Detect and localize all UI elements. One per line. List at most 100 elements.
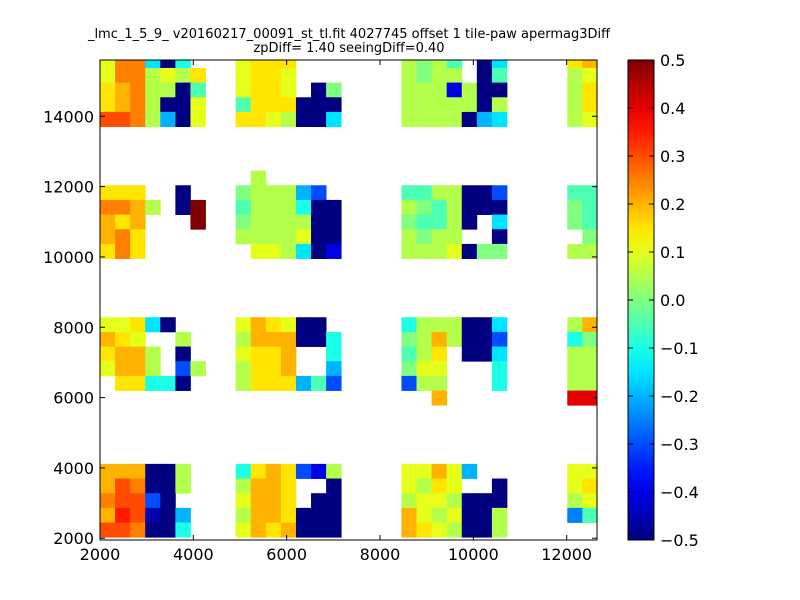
heatmap-cell-r7-c20: [401, 199, 417, 215]
heatmap-cell-r0-c2: [130, 60, 146, 69]
heatmap-cell-r6-c26: [491, 185, 508, 201]
heatmap-cell-r13-c22: [431, 346, 448, 362]
heatmap-cell-r12-c12: [280, 331, 297, 347]
heatmap-cell-r6-c5: [175, 185, 191, 201]
colorbar-tick-label-10: −0.5: [660, 531, 699, 550]
heatmap-cell-r19-c3: [145, 493, 161, 509]
heatmap-cell-r1-c4: [160, 67, 176, 84]
heatmap-cell-r8-c24: [461, 214, 478, 230]
heatmap-cell-r6-c32: [582, 185, 598, 201]
heatmap-cell-r8-c31: [567, 214, 583, 230]
heatmap-cell-r13-c0: [100, 346, 116, 362]
x-tick-label-2: 6000: [266, 545, 307, 564]
heatmap-cell-r2-c11: [265, 82, 282, 98]
heatmap-cell-r0-c20: [401, 60, 417, 69]
heatmap-cell-r14-c26: [491, 361, 508, 377]
heatmap-cell-r11-c3: [145, 317, 161, 333]
heatmap-cell-r4-c20: [401, 111, 417, 127]
heatmap-cell-r6-c20: [401, 185, 417, 201]
heatmap-cell-r12-c21: [416, 331, 433, 347]
heatmap-cell-r15-c1: [115, 375, 131, 391]
heatmap-cell-r14-c22: [431, 361, 448, 377]
heatmap-cell-r9-c20: [401, 229, 417, 245]
heatmap-cell-r1-c26: [491, 67, 508, 84]
heatmap-cell-r19-c11: [265, 493, 282, 509]
heatmap-cell-r17-c21: [416, 463, 433, 479]
heatmap-cell-r4-c32: [582, 111, 598, 127]
heatmap-cell-r2-c32: [582, 82, 598, 98]
heatmap-cell-r4-c11: [265, 111, 282, 127]
heatmap-cell-r21-c4: [160, 522, 176, 538]
heatmap-cell-r13-c25: [476, 346, 493, 362]
heatmap-cell-r12-c10: [250, 331, 267, 347]
heatmap-cell-r14-c3: [145, 361, 161, 377]
heatmap-cell-r0-c32: [582, 60, 598, 69]
heatmap-cell-r0-c5: [175, 60, 191, 69]
heatmap-cell-r1-c11: [265, 67, 282, 84]
heatmap-cell-r10-c23: [446, 243, 463, 259]
heatmap-cell-r15-c5: [175, 375, 191, 391]
x-tick-label-4: 10000: [448, 545, 499, 564]
heatmap-cell-r2-c14: [311, 82, 327, 98]
heatmap-cell-r3-c4: [160, 97, 176, 113]
heatmap-cell-r3-c5: [175, 97, 191, 113]
heatmap-cell-r15-c10: [250, 375, 267, 391]
heatmap-cell-r3-c25: [476, 97, 493, 113]
heatmap-cell-r20-c14: [311, 507, 327, 523]
heatmap-cell-r10-c32: [582, 243, 598, 259]
heatmap-cell-r7-c26: [491, 199, 508, 215]
heatmap-cell-r6-c22: [431, 185, 448, 201]
heatmap-cell-r1-c21: [416, 67, 433, 84]
heatmap-cell-r21-c12: [280, 522, 297, 538]
heatmap-cell-r20-c20: [401, 507, 417, 523]
heatmap-cell-r13-c10: [250, 346, 267, 362]
heatmap-cell-r3-c3: [145, 97, 161, 113]
heatmap-cell-r3-c15: [326, 97, 342, 113]
chart-title: _lmc_1_5_9_ v20160217_00091_st_tl.fit 40…: [87, 27, 611, 42]
heatmap-cell-r4-c14: [311, 111, 327, 127]
heatmap-cell-r13-c2: [130, 346, 146, 362]
heatmap-cell-r15-c26: [491, 375, 508, 391]
heatmap-cell-r9-c32: [582, 229, 598, 245]
heatmap-cell-r8-c14: [311, 214, 327, 230]
heatmap-cell-r20-c9: [235, 507, 252, 523]
heatmap-cell-r11-c2: [130, 317, 146, 333]
heatmap-cell-r20-c23: [446, 507, 463, 523]
heatmap-cell-r8-c15: [326, 214, 342, 230]
heatmap-cell-r19-c20: [401, 493, 417, 509]
heatmap-cell-r19-c2: [130, 493, 146, 509]
heatmap-cell-r12-c2: [130, 331, 146, 347]
heatmap-cell-r21-c14: [311, 522, 327, 538]
heatmap-cell-r9-c13: [295, 229, 312, 245]
heatmap-cell-r8-c32: [582, 214, 598, 230]
heatmap-cell-r21-c23: [446, 522, 463, 538]
heatmap-cell-r15-c21: [416, 375, 433, 391]
heatmap-cell-r12-c14: [311, 331, 327, 347]
heatmap-cell-r9-c21: [416, 229, 433, 245]
heatmap-cell-r0-c10: [250, 60, 267, 69]
heatmap-cell-r7-c5: [175, 199, 191, 215]
heatmap-cell-r21-c5: [175, 522, 191, 538]
heatmap-cell-r4-c31: [567, 111, 583, 127]
heatmap-cell-r4-c1: [115, 111, 131, 127]
heatmap-cell-r3-c14: [311, 97, 327, 113]
heatmap-cell-r21-c20: [401, 522, 417, 538]
heatmap-cell-r6-c24: [461, 185, 478, 201]
heatmap-cell-r20-c21: [416, 507, 433, 523]
heatmap-cell-r2-c15: [326, 82, 342, 98]
heatmap-cell-r17-c31: [567, 463, 583, 479]
heatmap-cell-r18-c15: [326, 478, 342, 494]
heatmap-cell-r4-c15: [326, 111, 342, 127]
heatmap-cell-r2-c3: [145, 82, 161, 98]
colorbar-tick-label-5: 0.0: [660, 291, 685, 310]
heatmap-cell-r12-c24: [461, 331, 478, 347]
heatmap-cell-r11-c12: [280, 317, 297, 333]
heatmap-cell-r21-c26: [491, 522, 508, 538]
heatmap-cell-r0-c23: [446, 60, 463, 69]
heatmap-cell-r21-c24: [461, 522, 478, 538]
heatmap-cell-r0-c3: [145, 60, 161, 69]
heatmap-cell-r2-c2: [130, 82, 146, 98]
heatmap-cell-r17-c32: [582, 463, 598, 479]
heatmap-cell-r9-c2: [130, 229, 146, 245]
heatmap-cell-r20-c15: [326, 507, 342, 523]
